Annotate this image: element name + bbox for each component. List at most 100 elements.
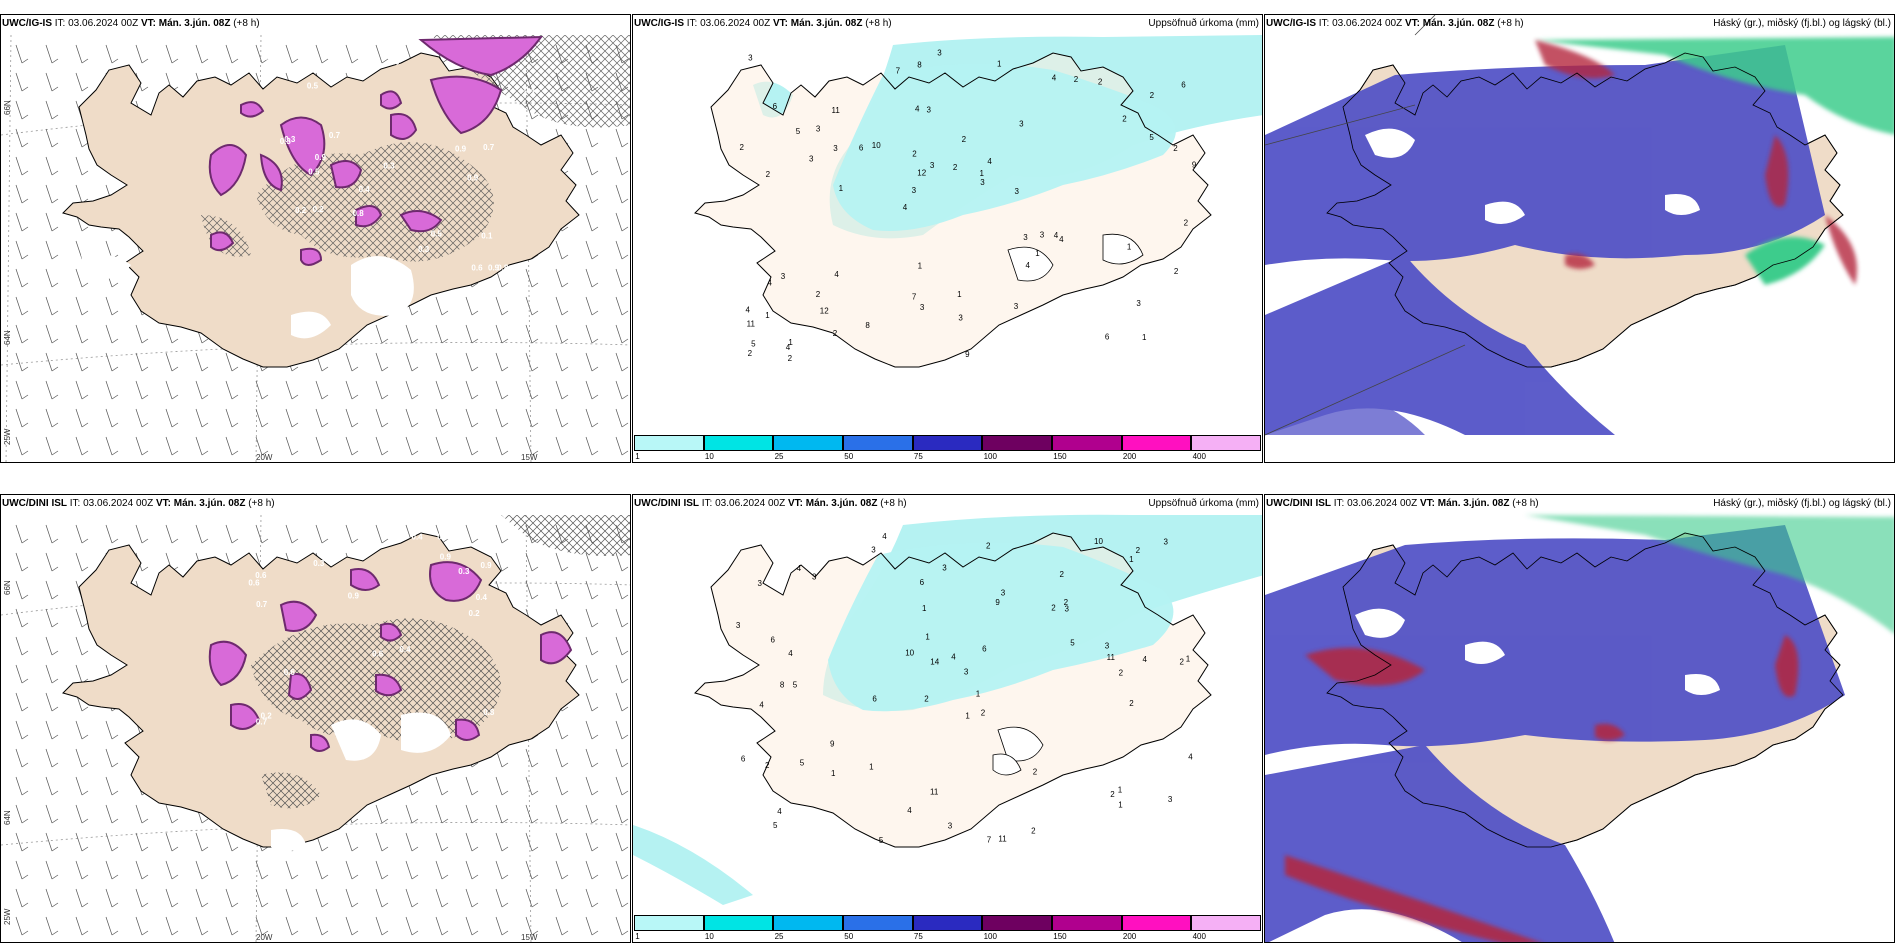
precip-value: 6 [920,578,925,587]
grid-lines [1265,15,1466,436]
cloud-value: 0.5 [436,734,448,743]
precip-value: 1 [765,311,770,320]
wind-barb [75,748,89,768]
precip-value: 11 [1107,653,1116,662]
wind-barb [75,296,89,316]
precip-value: 2 [740,143,745,152]
wind-barb [165,832,179,852]
wind-barb [315,44,329,64]
wind-barb [555,436,569,456]
precip-value: 2 [1033,768,1038,777]
wind-barb [195,888,209,908]
cloud-value: 0.5 [308,168,320,177]
precip-value-labels: 1224314231011123446893537121144634963422… [740,49,1197,364]
panel-subtitle: Uppsöfnuð úrkoma (mm) [1148,498,1259,509]
precip-value: 3 [1164,537,1169,546]
precip-value: 2 [1150,91,1155,100]
wind-barb [585,324,599,344]
cloud-value: 0.6 [531,124,543,133]
panel-subtitle: Uppsöfnuð úrkoma (mm) [1148,18,1259,29]
precip-value: 3 [1040,231,1045,240]
precip-value: 4 [987,157,992,166]
wind-barb [105,408,119,428]
cloud-value: 0.7 [483,143,495,152]
wind-barb [585,128,599,148]
colorbar-swatch [1052,435,1122,451]
precip-value: 2 [912,149,917,158]
wind-barb [465,524,479,544]
precip-value: 2 [1122,115,1127,124]
wind-barb [615,324,629,344]
panel-top-right-cloud-layers: UWC/IG-IS IT: 03.06.2024 00Z VT: Mán. 3.… [1264,14,1895,463]
wind-barb [435,296,449,316]
precip-value: 2 [748,349,753,358]
precip-value: 8 [780,681,785,690]
precip-value: 4 [768,278,773,287]
wind-barb [15,296,29,316]
precip-value: 5 [751,340,756,349]
wind-barb [375,832,389,852]
colorbar-tick: 50 [844,452,854,461]
wind-barb [105,44,119,64]
wind-barb [555,380,569,400]
precip-value: 4 [1052,73,1057,82]
wind-barb [165,408,179,428]
wind-barb [495,776,509,796]
wind-barb [615,240,629,260]
precip-value: 3 [930,161,935,170]
wind-barb [75,352,89,372]
wind-barb [405,408,419,428]
wind-barb [585,156,599,176]
cloud-value: 0.8 [497,263,509,272]
wind-barb [255,380,269,400]
colorbar: 1 10 25 50 75 100 150 200 400 [634,435,1261,461]
cloud-value: 0.5 [431,229,443,238]
wind-barb [465,916,479,936]
precip-value: 3 [920,303,925,312]
panel-subtitle: Háský (gr.), miðský (fj.bl.) og lágský (… [1713,498,1891,509]
precip-value: 3 [1019,120,1024,129]
wind-barb [585,580,599,600]
wind-barb [585,860,599,880]
wind-barb [375,44,389,64]
wind-barb [105,352,119,372]
wind-barb [45,552,59,572]
wind-barb [135,324,149,344]
wind-barb [495,352,509,372]
wind-barb [15,100,29,120]
wind-barb [45,156,59,176]
wind-barb [45,72,59,92]
wind-barb [45,380,59,400]
wind-barb [345,352,359,372]
cloud-value: 0.3 [313,559,325,568]
precip-value: 3 [927,106,932,115]
wind-barb [45,100,59,120]
wind-barb [375,860,389,880]
wind-barb [525,324,539,344]
wind-barb [15,156,29,176]
wind-barb [465,296,479,316]
map-cloud-layers [1265,15,1894,436]
precip-value: 2 [766,170,771,179]
precip-value: 6 [1105,333,1110,342]
precip-value: 2 [1098,78,1103,87]
colorbar-swatch [843,915,913,931]
wind-barb [45,580,59,600]
wind-barb [345,860,359,880]
precip-value: 1 [976,689,981,698]
wind-barb [75,608,89,628]
colorbar-swatch [773,915,843,931]
wind-barb [75,156,89,176]
wind-barb [585,380,599,400]
precip-value: 3 [937,49,942,58]
panel-title: UWC/IG-IS IT: 03.06.2024 00Z VT: Mán. 3.… [2,18,260,29]
wind-barb [615,860,629,880]
wind-barb [555,240,569,260]
wind-barb [375,352,389,372]
wind-barb [45,44,59,64]
lat-label-66n: 66N [3,580,12,595]
wind-barb [615,636,629,656]
wind-barb [15,408,29,428]
precip-value: 2 [953,163,958,172]
high-cloud-red [1285,635,1799,942]
